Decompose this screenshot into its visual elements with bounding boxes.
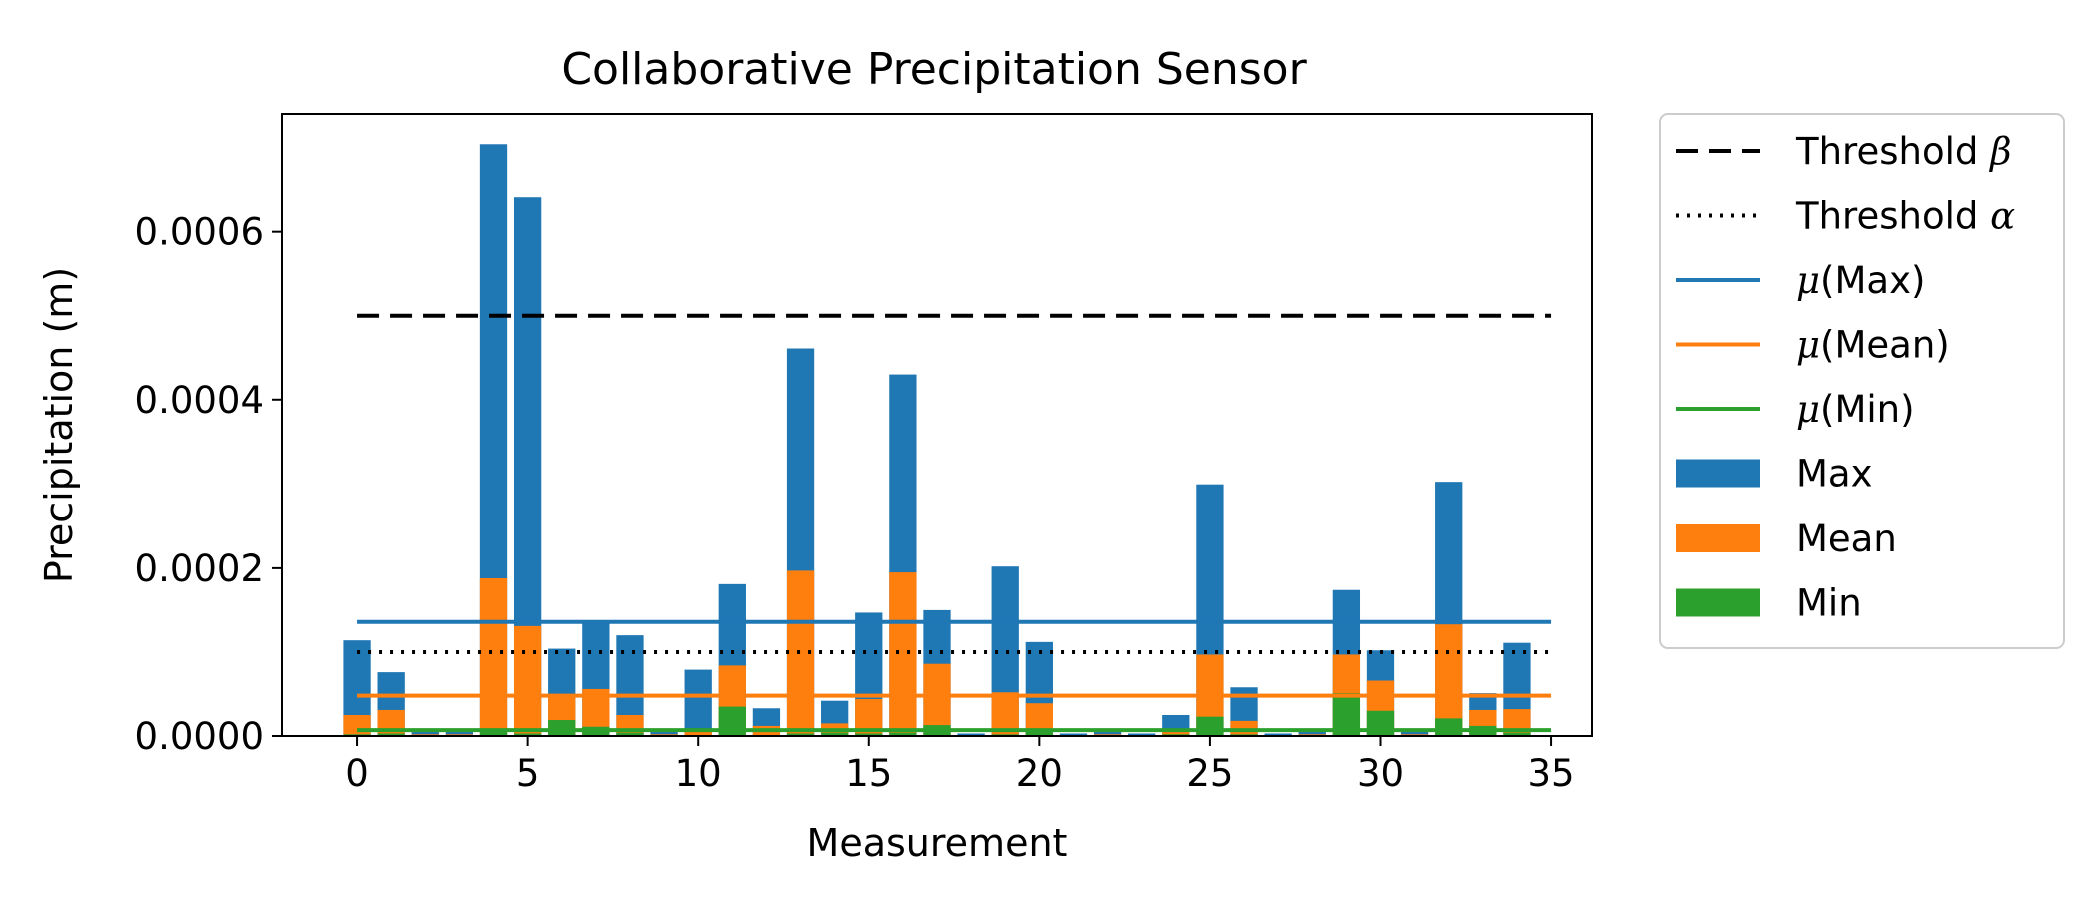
bar-min-5 (513, 733, 542, 736)
bar-min-34 (1503, 732, 1531, 736)
bar-mean-5 (513, 625, 542, 736)
legend-label-max: Max (1796, 453, 1873, 496)
x-tick-label-30: 30 (1357, 752, 1404, 795)
bar-max-18 (957, 733, 985, 736)
bar-max-9 (650, 730, 678, 736)
bar-min-4 (479, 730, 508, 736)
bar-max-22 (1093, 730, 1122, 736)
legend: Threshold β Threshold α μ(Max) μ(Mean) μ(Min… (1659, 113, 2065, 649)
x-tick-label-35: 35 (1528, 752, 1575, 795)
bar-max-10 (684, 669, 712, 736)
bar-mean-4 (479, 577, 508, 736)
legend-label-line-4: μ(Min) (1796, 388, 1915, 431)
bar-mean-10 (684, 730, 712, 736)
bar-min-1 (377, 733, 405, 736)
x-tick-label-15: 15 (845, 752, 892, 795)
legend-label-min: Min (1796, 582, 1862, 625)
legend-label-line-1: Threshold α (1795, 195, 2015, 238)
x-tick-label-20: 20 (1016, 752, 1063, 795)
y-axis: 0.0000 0.0002 0.0004 0.0006 (135, 211, 282, 758)
chart-title: Collaborative Precipitation Sensor (561, 44, 1307, 95)
x-tick-label-5: 5 (516, 752, 540, 795)
legend-swatch-mean (1676, 524, 1760, 552)
bar-min-14 (821, 732, 849, 736)
legend-swatch-max (1676, 459, 1760, 488)
y-tick-label-2: 0.0004 (135, 379, 264, 422)
bar-mean-24 (1162, 729, 1190, 736)
bar-max-28 (1298, 730, 1326, 736)
legend-box (1659, 113, 2065, 649)
bar-mean-17 (923, 663, 951, 736)
bar-max-2 (411, 730, 439, 736)
legend-label-line-0: Threshold β (1795, 130, 2012, 173)
x-axis: 0 5 10 15 20 25 30 35 (345, 736, 1575, 795)
bar-min-16 (889, 732, 917, 736)
bar-max-31 (1400, 731, 1429, 736)
bar-max-23 (1128, 733, 1156, 736)
y-tick-label-3: 0.0006 (135, 211, 264, 254)
bar-max-27 (1264, 733, 1292, 736)
legend-label-line-3: μ(Mean) (1796, 324, 1950, 367)
bar-min-25 (1196, 716, 1224, 736)
legend-label-line-2: μ(Max) (1796, 259, 1925, 302)
bar-min-6 (548, 720, 576, 736)
bar-min-32 (1435, 718, 1463, 736)
bar-min-15 (855, 733, 883, 736)
y-tick-label-0: 0.0000 (135, 715, 264, 758)
plot-area (343, 144, 1552, 736)
bar-mean-0 (343, 714, 371, 736)
bar-mean-16 (889, 572, 917, 736)
legend-label-mean: Mean (1796, 517, 1897, 560)
bar-min-8 (616, 732, 644, 736)
plot-frame (281, 113, 1593, 737)
bar-min-20 (1025, 730, 1053, 736)
bar-min-30 (1366, 710, 1395, 736)
x-tick-label-25: 25 (1186, 752, 1233, 795)
bar-min-13 (786, 733, 815, 736)
bar-max-21 (1059, 733, 1088, 736)
bar-max-3 (445, 730, 474, 736)
y-tick-label-1: 0.0002 (135, 547, 264, 590)
y-axis-label: Precipitation (m) (37, 267, 81, 583)
x-axis-label: Measurement (807, 821, 1068, 865)
x-tick-label-10: 10 (675, 752, 722, 795)
bar-mean-32 (1435, 624, 1463, 736)
x-tick-label-0: 0 (345, 752, 369, 795)
legend-swatch-min (1676, 588, 1760, 617)
